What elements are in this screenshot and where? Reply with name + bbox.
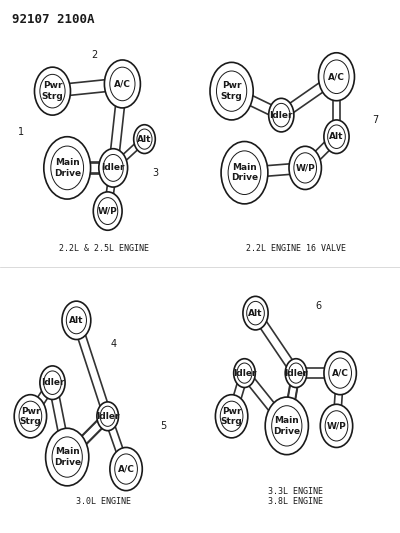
Circle shape [325,411,348,441]
Circle shape [221,141,268,204]
Circle shape [272,103,290,127]
Text: 2.2L ENGINE 16 VALVE: 2.2L ENGINE 16 VALVE [246,244,346,253]
Circle shape [289,146,322,189]
Circle shape [62,301,91,340]
Text: Main
Drive: Main Drive [54,158,81,177]
Circle shape [220,401,243,431]
Text: 5: 5 [160,421,166,431]
Circle shape [110,67,135,101]
Text: 4: 4 [110,340,116,349]
Text: Main
Drive: Main Drive [54,447,81,467]
Circle shape [137,129,152,149]
Circle shape [51,146,84,190]
Circle shape [216,71,247,111]
Text: Idler: Idler [102,164,125,172]
Text: W/P: W/P [98,207,118,215]
Circle shape [44,371,61,394]
Text: A/C: A/C [328,72,345,81]
Circle shape [46,429,89,486]
Text: 3.3L ENGINE
3.8L ENGINE: 3.3L ENGINE 3.8L ENGINE [268,487,324,506]
Circle shape [228,151,261,195]
Text: A/C: A/C [332,369,348,377]
Circle shape [329,358,352,388]
Circle shape [265,397,308,455]
Text: 1: 1 [18,127,24,137]
Text: Pwr
Strg: Pwr Strg [42,82,63,101]
Text: 2.2L & 2.5L ENGINE: 2.2L & 2.5L ENGINE [59,244,149,253]
Text: Idler: Idler [284,369,308,377]
Circle shape [288,363,304,383]
Text: 92107 2100A: 92107 2100A [12,13,94,26]
Circle shape [103,155,123,181]
Circle shape [44,136,91,199]
Circle shape [320,404,353,448]
Circle shape [40,366,65,400]
Text: Alt: Alt [137,135,152,143]
Text: W/P: W/P [327,422,346,430]
Circle shape [134,125,155,154]
Text: Idler: Idler [233,369,256,377]
Circle shape [14,394,47,438]
Circle shape [100,406,115,426]
Circle shape [285,359,307,387]
Text: Alt: Alt [69,316,84,325]
Circle shape [328,125,345,149]
Circle shape [34,67,70,115]
Circle shape [318,53,354,101]
Circle shape [247,301,264,325]
Text: 7: 7 [372,115,378,125]
Text: W/P: W/P [295,164,315,172]
Circle shape [324,60,349,93]
Circle shape [234,359,255,387]
Circle shape [210,62,253,120]
Circle shape [110,448,142,490]
Text: 3.0L ENGINE: 3.0L ENGINE [76,497,132,506]
Text: A/C: A/C [114,79,131,88]
Text: Idler: Idler [41,378,64,387]
Text: Idler: Idler [96,412,120,421]
Text: Main
Drive: Main Drive [231,163,258,182]
Circle shape [98,198,118,224]
Text: Pwr
Strg: Pwr Strg [20,407,41,426]
Circle shape [215,394,248,438]
Circle shape [40,75,65,108]
Circle shape [237,363,252,383]
Circle shape [269,98,294,132]
Circle shape [104,60,140,108]
Circle shape [115,454,138,484]
Circle shape [93,192,122,230]
Circle shape [97,402,118,431]
Circle shape [272,406,302,446]
Circle shape [99,149,128,187]
Circle shape [294,153,316,183]
Text: Main
Drive: Main Drive [273,416,300,435]
Circle shape [52,437,82,477]
Circle shape [19,401,42,431]
Text: Pwr
Strg: Pwr Strg [221,407,242,426]
Text: 3: 3 [152,168,158,177]
Circle shape [66,307,86,334]
Circle shape [324,120,349,154]
Text: A/C: A/C [118,465,134,473]
Text: Pwr
Strg: Pwr Strg [221,82,242,101]
Text: Alt: Alt [329,132,344,141]
Circle shape [324,352,356,394]
Circle shape [243,296,268,330]
Text: Idler: Idler [270,111,293,119]
Text: 6: 6 [315,301,321,311]
Text: Alt: Alt [248,309,263,318]
Text: 2: 2 [92,50,98,60]
